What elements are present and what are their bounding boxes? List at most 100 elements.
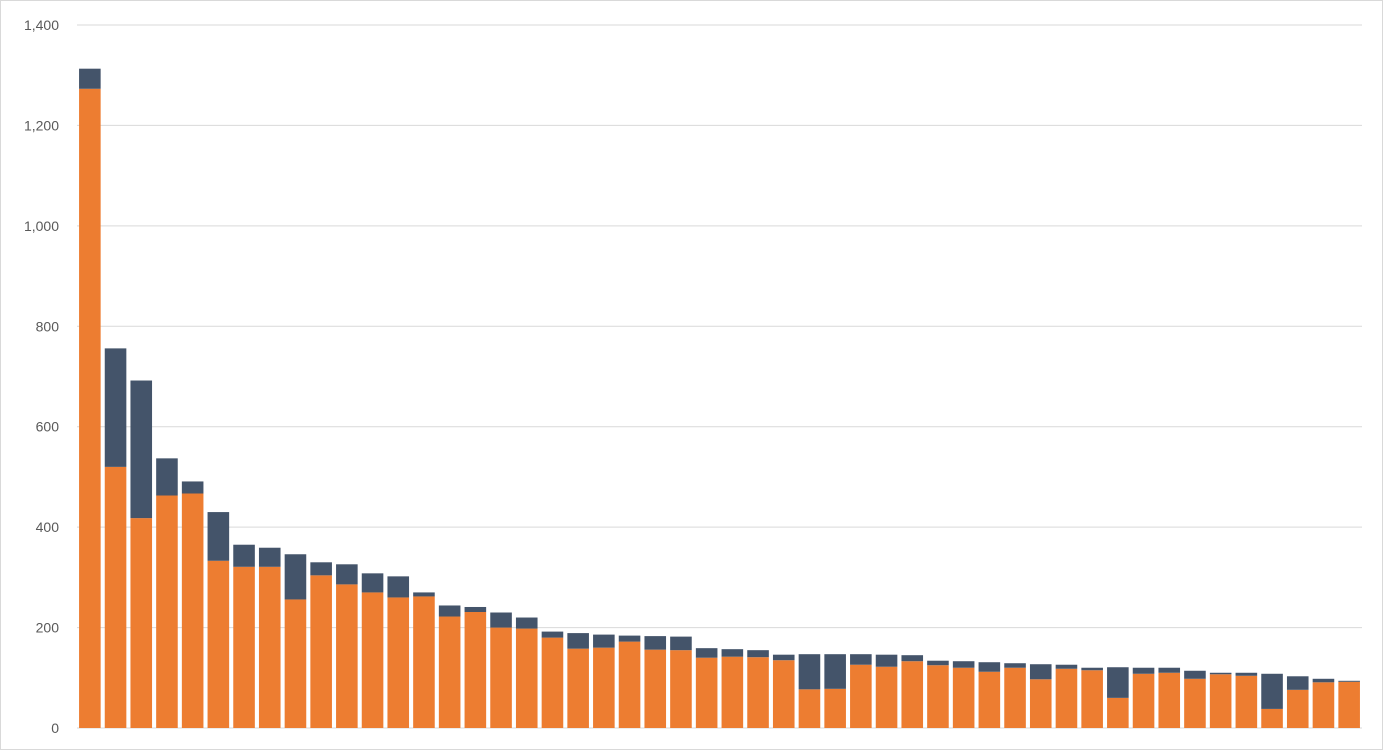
bar-upper-11 [336,564,358,585]
y-tick-label: 1,400 [24,17,59,33]
bar-lower-28 [772,660,795,728]
bar-upper-36 [978,662,1001,672]
bar-upper-7 [233,544,255,567]
bar-upper-3 [130,380,153,519]
bar-upper-19 [541,631,564,638]
bar-lower-20 [567,648,589,728]
bar-lower-50 [1338,681,1360,728]
bar-lower-16 [464,612,487,728]
bar-upper-46 [1235,672,1258,676]
bar-lower-39 [1055,668,1078,728]
bar-upper-39 [1055,664,1078,669]
bar-upper-17 [490,612,512,628]
bar-upper-9 [284,554,307,600]
bar-lower-15 [438,616,461,728]
bar-upper-20 [567,633,589,649]
bar-upper-29 [798,654,821,690]
bar-lower-14 [413,596,435,728]
bar-lower-25 [695,657,718,728]
bar-upper-31 [850,654,872,665]
bar-upper-25 [695,648,718,658]
bar-upper-27 [747,650,769,658]
bar-lower-49 [1312,682,1335,728]
bar-upper-24 [670,636,692,651]
bar-upper-23 [644,636,667,650]
bar-upper-21 [593,634,615,648]
bar-upper-43 [1158,667,1181,673]
bar-upper-41 [1107,667,1129,698]
bar-lower-30 [824,688,846,728]
bar-upper-28 [772,654,795,661]
bar-lower-35 [952,667,975,728]
bar-upper-1 [79,68,101,89]
bar-lower-36 [978,671,1001,728]
bar-lower-26 [721,656,744,728]
bar-upper-42 [1132,667,1155,674]
bar-lower-42 [1132,673,1155,728]
bar-lower-8 [258,566,281,728]
y-tick-label: 0 [51,720,59,736]
bar-lower-37 [1004,667,1026,728]
bar-lower-43 [1158,672,1181,728]
bar-lower-31 [850,664,872,728]
bar-lower-6 [207,560,230,728]
bar-lower-40 [1081,670,1103,728]
bar-lower-19 [541,637,564,728]
bar-lower-47 [1261,708,1283,728]
bar-lower-38 [1029,679,1052,728]
bar-lower-17 [490,627,512,728]
bar-lower-9 [284,599,307,728]
bar-upper-30 [824,654,846,689]
bar-upper-44 [1184,670,1206,679]
bar-lower-4 [156,495,178,728]
bar-upper-38 [1029,664,1052,680]
bar-upper-15 [438,605,461,617]
y-tick-label: 1,200 [24,117,59,133]
bar-upper-50 [1338,680,1360,682]
bar-lower-23 [644,649,667,728]
y-tick-label: 600 [36,419,60,435]
bar-upper-48 [1286,676,1309,690]
bar-upper-5 [181,481,204,494]
bar-lower-33 [901,661,924,728]
bar-upper-35 [952,661,975,668]
bar-upper-8 [258,547,281,567]
bar-lower-1 [79,88,101,728]
bar-upper-37 [1004,663,1026,668]
bar-lower-34 [927,665,949,728]
bar-lower-44 [1184,678,1206,728]
bar-upper-16 [464,606,487,613]
bar-upper-26 [721,649,744,657]
bar-upper-6 [207,512,230,561]
bar-upper-40 [1081,667,1103,671]
bars [79,68,1360,728]
bar-lower-21 [593,647,615,728]
bar-upper-10 [310,562,332,576]
bar-upper-14 [413,592,435,597]
bar-upper-22 [618,635,641,642]
bar-lower-48 [1286,689,1309,728]
bar-lower-41 [1107,697,1129,728]
bar-lower-46 [1235,675,1258,728]
bar-lower-29 [798,689,821,728]
bar-lower-10 [310,575,332,728]
bar-upper-49 [1312,678,1335,683]
bar-upper-13 [387,576,410,598]
bar-lower-7 [233,566,255,728]
y-tick-label: 400 [36,519,60,535]
bar-lower-18 [515,628,538,728]
y-tick-label: 1,000 [24,218,59,234]
bar-lower-11 [336,584,358,728]
bar-upper-34 [927,660,949,666]
bar-lower-24 [670,650,692,728]
bar-lower-27 [747,657,769,728]
bar-lower-2 [104,466,127,728]
bar-upper-4 [156,458,178,496]
bar-lower-13 [387,597,410,728]
bar-lower-12 [361,592,384,728]
bar-upper-33 [901,655,924,662]
bar-upper-2 [104,348,127,467]
y-tick-label: 800 [36,318,60,334]
